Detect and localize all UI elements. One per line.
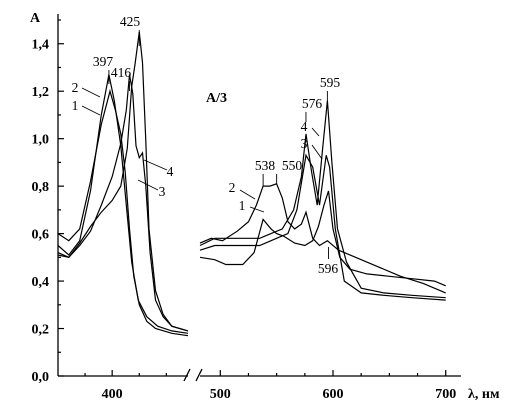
series-4-curve <box>199 100 446 299</box>
x-tick-label: 500 <box>210 387 231 402</box>
curve-label-leader <box>81 87 101 98</box>
x-tick-label: 700 <box>435 387 456 402</box>
y-tick-label: 1,0 <box>32 133 50 148</box>
peak-label: 397 <box>93 54 114 69</box>
curve-number-label: 3 <box>159 184 166 199</box>
curve-label-leader <box>137 179 159 191</box>
y-tick-label: 1,2 <box>32 85 50 100</box>
y-tick-label: 0,0 <box>32 370 50 385</box>
y-tick-label: 0,6 <box>32 228 50 243</box>
curve-label-leader <box>249 206 265 213</box>
peak-label: 595 <box>320 75 341 90</box>
x-tick-label: 600 <box>323 387 344 402</box>
curve-label-leader <box>311 144 323 160</box>
axis-break-mark <box>183 368 191 382</box>
x-tick-label: 400 <box>102 387 123 402</box>
curve-number-label: 1 <box>239 198 246 213</box>
series-2-curve <box>199 183 446 294</box>
y-axis-title: A <box>30 11 41 26</box>
y-tick-label: 0,8 <box>32 180 50 195</box>
curve-number-label: 2 <box>72 80 79 95</box>
curve-label-leader <box>311 127 320 137</box>
curve-number-label: 4 <box>301 119 308 134</box>
curve-number-label: 4 <box>167 164 174 179</box>
curve-label-leader <box>81 105 101 116</box>
curve-number-label: 3 <box>301 136 308 151</box>
peak-label: 550 <box>282 158 303 173</box>
x-axis-title: λ, нм <box>468 387 500 402</box>
curve-label-leader <box>239 189 256 200</box>
labels-layer: 0,0 0,2 0,4 0,6 0,8 1,0 1,2 1,4 400 500 600 700 Aλ, … <box>30 11 500 402</box>
panel-label: A/3 <box>206 91 227 106</box>
curves-layer <box>57 31 446 337</box>
curve-number-label: 2 <box>229 180 236 195</box>
curve-number-label: 1 <box>72 98 79 113</box>
axis-break-mark <box>195 368 203 382</box>
series-3-curve <box>199 153 446 301</box>
peak-label: 576 <box>302 96 323 111</box>
y-tick-label: 1,4 <box>32 38 50 53</box>
peak-label: 596 <box>318 261 339 276</box>
y-tick-label: 0,4 <box>32 275 50 290</box>
series-2-curve <box>57 74 189 334</box>
peak-label: 425 <box>120 14 141 29</box>
series-1-curve <box>199 190 446 287</box>
y-tick-label: 0,2 <box>32 323 50 338</box>
series-1-curve <box>57 88 189 337</box>
peak-label: 538 <box>255 158 276 173</box>
series-4-curve <box>57 31 189 332</box>
peak-label: 416 <box>111 65 132 80</box>
curve-label-leader <box>143 159 168 171</box>
series-3-curve <box>57 74 189 332</box>
